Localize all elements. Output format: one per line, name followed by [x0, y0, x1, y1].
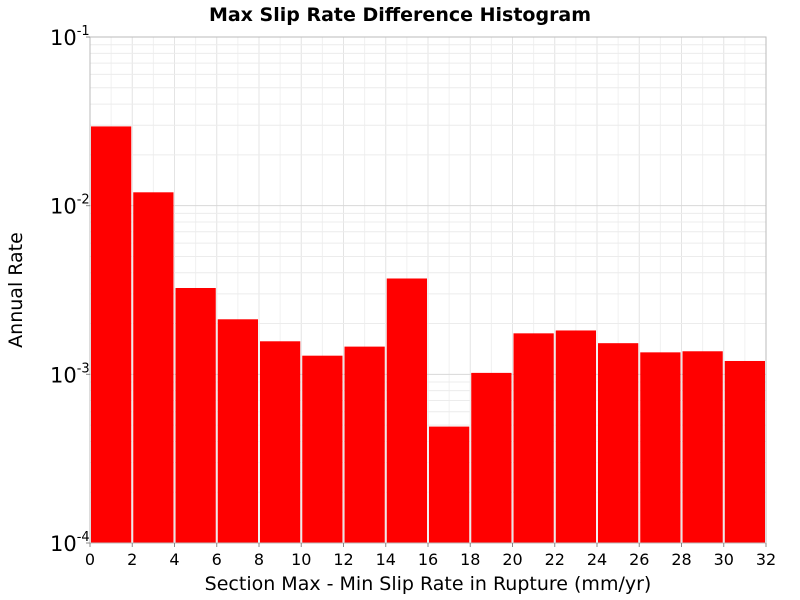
x-tick-label: 14 [376, 550, 396, 569]
histogram-bar [302, 355, 343, 543]
x-tick-label: 20 [502, 550, 522, 569]
y-axis-ticks: 10-1 10-2 10-3 10-4 [50, 24, 90, 556]
x-tick-label: 12 [333, 550, 353, 569]
x-tick-label: 26 [629, 550, 649, 569]
x-tick-label: 18 [460, 550, 480, 569]
histogram-bar [513, 333, 554, 543]
y-tick-label: 10-1 [50, 24, 90, 50]
histogram-bar [640, 352, 681, 543]
histogram-bar [217, 319, 258, 543]
histogram-bar [471, 372, 512, 543]
bars [91, 126, 765, 544]
y-tick-label: 10-2 [50, 193, 90, 219]
x-tick-label: 6 [212, 550, 222, 569]
y-tick-label: 10-4 [50, 530, 90, 556]
x-tick-label: 32 [756, 550, 776, 569]
histogram-bar [555, 330, 596, 543]
x-tick-label: 22 [545, 550, 565, 569]
histogram-bar [260, 341, 301, 543]
x-tick-label: 24 [587, 550, 607, 569]
x-tick-label: 8 [254, 550, 264, 569]
histogram-bar [724, 360, 765, 543]
histogram-bar [598, 343, 639, 543]
histogram-bar [133, 192, 174, 543]
histogram-bar [175, 287, 216, 543]
x-tick-label: 30 [714, 550, 734, 569]
y-axis-title: Annual Rate [5, 232, 27, 348]
histogram-bar [429, 426, 470, 543]
histogram-bar [682, 351, 723, 543]
x-axis-ticks: 0 2 4 6 8 10 12 14 16 18 20 22 24 26 28 30 32 [85, 543, 776, 569]
chart-title: Max Slip Rate Difference Histogram [209, 4, 591, 26]
x-tick-label: 2 [127, 550, 137, 569]
y-tick-label: 10-3 [50, 361, 90, 387]
x-tick-label: 4 [169, 550, 179, 569]
histogram-bar [91, 126, 132, 544]
x-tick-label: 0 [85, 550, 95, 569]
x-tick-label: 10 [291, 550, 311, 569]
x-tick-label: 16 [418, 550, 438, 569]
histogram-bar [386, 278, 427, 543]
histogram-bar [344, 346, 385, 543]
x-tick-label: 28 [671, 550, 691, 569]
x-axis-title: Section Max - Min Slip Rate in Rupture (… [205, 573, 652, 595]
